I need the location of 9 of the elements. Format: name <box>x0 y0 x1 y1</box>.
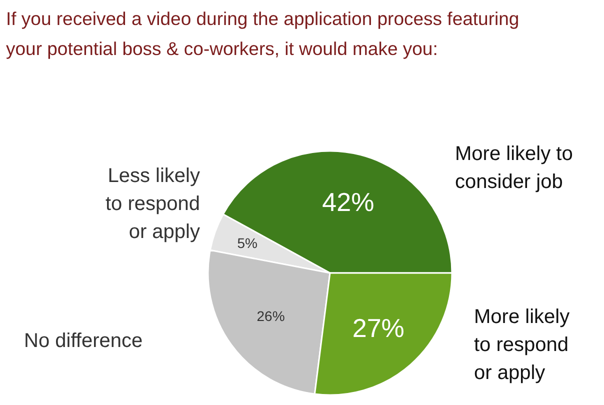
slice-label: More likely to respond or apply <box>474 306 570 384</box>
slice-label: Less likely to respond or apply <box>105 165 200 243</box>
chart-title: If you received a video during the application process featuring your potential boss & co-workers, it would make you: <box>6 7 520 61</box>
slice-label: More likely to consider job <box>455 143 573 193</box>
data-label: 27% <box>352 312 404 343</box>
data-label: 26% <box>256 308 285 324</box>
data-label: 42% <box>322 187 374 218</box>
slice-label: No difference <box>24 330 143 352</box>
data-label: 5% <box>237 235 258 252</box>
